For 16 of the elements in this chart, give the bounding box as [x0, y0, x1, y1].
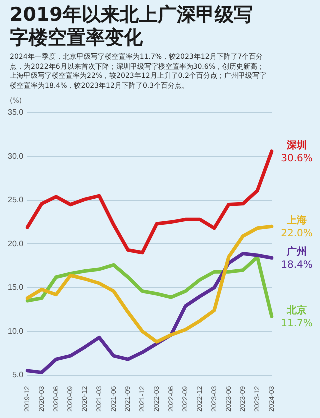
- y-tick-label: 25.0: [8, 196, 24, 205]
- y-tick-label: 5.0: [12, 370, 24, 380]
- series-label: 广州: [286, 246, 307, 258]
- data-label: 22.0%: [281, 228, 313, 240]
- data-label: 11.7%: [281, 318, 313, 330]
- y-tick-label: 35.0: [8, 108, 24, 118]
- chart-title: 2019年以来北上广深甲级写字楼空置率变化: [10, 4, 254, 50]
- data-label: 18.4%: [281, 260, 313, 272]
- series-label: 北京: [286, 304, 307, 317]
- data-label: 30.6%: [281, 153, 313, 164]
- series-label: 上海: [286, 214, 307, 227]
- y-tick-label: 10.0: [8, 326, 24, 336]
- y-tick-label: 20.0: [8, 239, 24, 248]
- y-tick-label: 15.0: [8, 283, 24, 292]
- y-tick-label: 30.0: [8, 152, 24, 161]
- series-label: 深圳: [286, 139, 307, 152]
